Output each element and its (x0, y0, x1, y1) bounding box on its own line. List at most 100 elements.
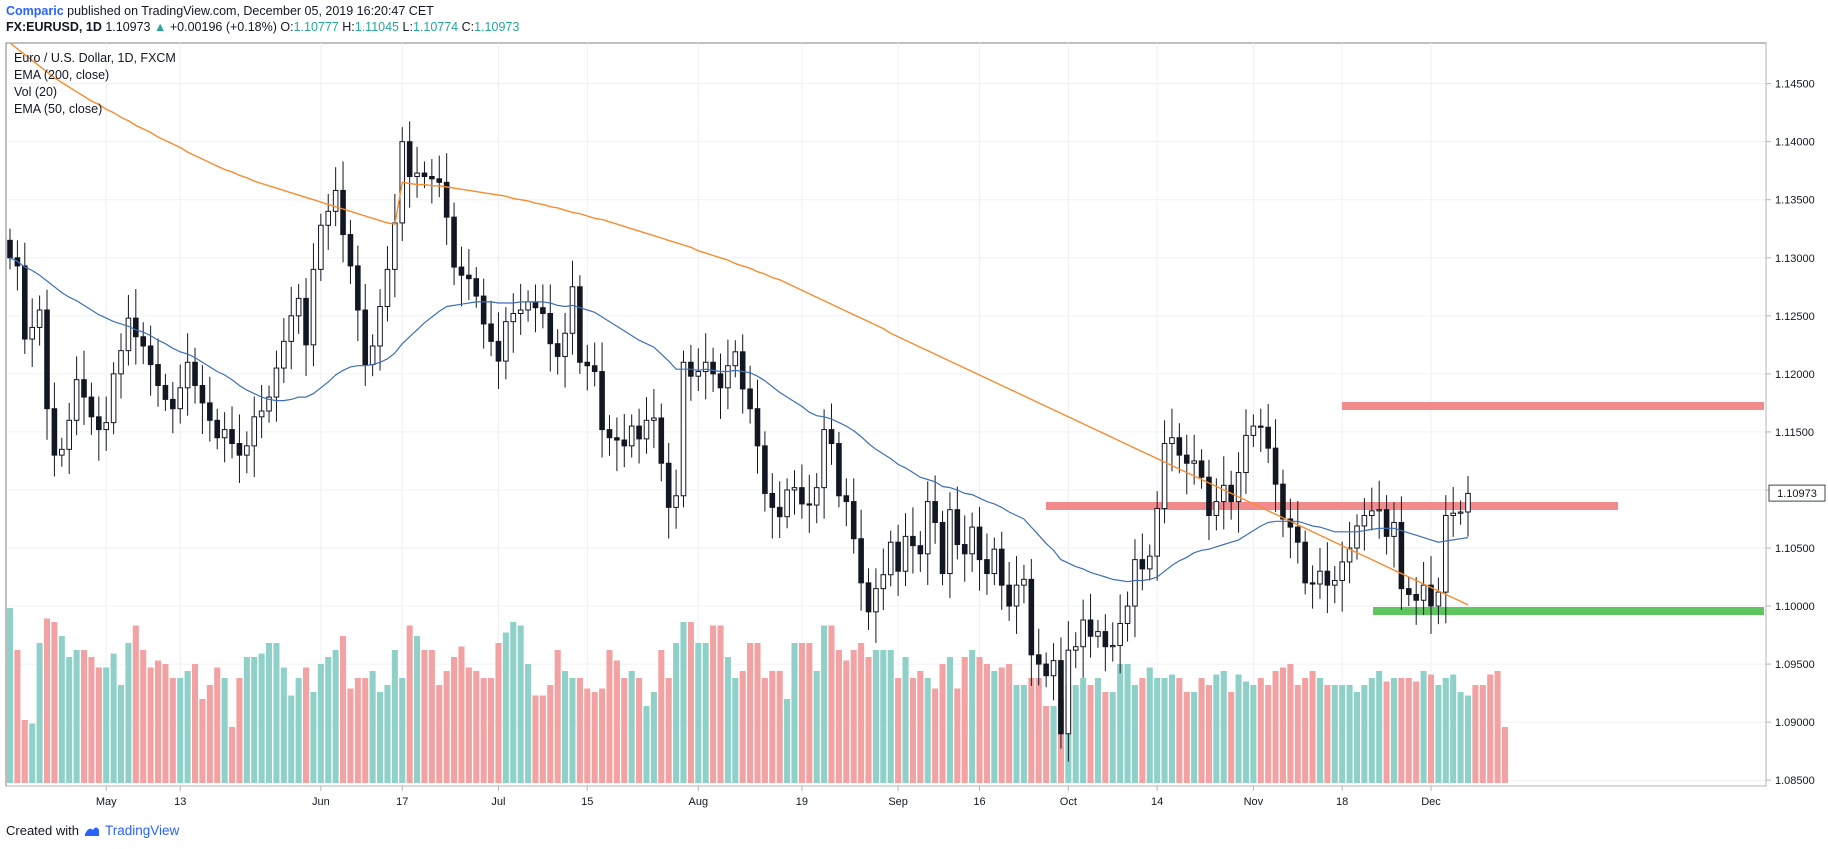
candle-up (947, 509, 953, 575)
volume-bar (495, 643, 502, 783)
candle-down (421, 172, 428, 178)
volume-bar (1050, 706, 1057, 783)
candle-down (762, 445, 768, 494)
candle-down (1043, 663, 1049, 677)
low-value: 1.10774 (412, 20, 459, 34)
volume-bar (488, 678, 495, 783)
volume-bar (1324, 685, 1331, 783)
volume-bar (1309, 671, 1316, 783)
volume-bar (717, 625, 724, 783)
candle-up (1354, 525, 1360, 549)
candle-down (1035, 654, 1042, 665)
volume-bar (650, 692, 657, 783)
volume-bar (599, 688, 606, 783)
volume-bar (1302, 678, 1309, 783)
candle-down (88, 396, 95, 418)
candle-up (887, 541, 894, 576)
candle-down (895, 541, 901, 572)
volume-bar (673, 643, 680, 783)
legend-ema50[interactable]: EMA (50, close) (14, 102, 103, 116)
candle-up (1450, 512, 1456, 517)
volume-bar (1442, 678, 1449, 783)
candle-down (769, 492, 776, 508)
candle-up (1132, 559, 1138, 607)
volume-bar (317, 664, 324, 783)
volume-bar (976, 657, 983, 783)
volume-bar (954, 688, 961, 783)
volume-bar (362, 678, 369, 783)
volume-bar (1205, 685, 1212, 783)
volume-bar (1020, 685, 1027, 783)
volume-bar (6, 608, 14, 783)
author-link[interactable]: Comparic (6, 4, 64, 18)
volume-bar (369, 671, 376, 783)
volume-bar (154, 660, 162, 783)
volume-bar (1131, 685, 1138, 783)
candle-up (332, 189, 339, 212)
candle-down (917, 545, 924, 555)
volume-bar (525, 664, 532, 783)
candle-down (140, 336, 147, 347)
volume-bar (273, 643, 280, 783)
candle-down (961, 544, 968, 555)
volume-bar (399, 678, 406, 783)
volume-bar (983, 664, 990, 783)
price-tick-label: 1.09000 (1775, 717, 1815, 729)
candle-down (1383, 509, 1390, 537)
candle-up (244, 445, 250, 456)
candle-up (1065, 649, 1072, 735)
volume-bar (310, 692, 317, 783)
candle-down (614, 437, 620, 441)
candle-up (1169, 437, 1175, 445)
candle-up (821, 429, 827, 489)
candle-down (155, 364, 161, 386)
volume-bar (1265, 685, 1272, 783)
volume-bar (754, 643, 761, 783)
candle-up (384, 268, 391, 308)
volume-bar (228, 727, 236, 783)
volume-bar (1383, 681, 1390, 783)
volume-bar (710, 625, 717, 783)
volume-bar (103, 667, 110, 783)
tradingview-brand-link[interactable]: TradingView (104, 823, 180, 838)
legend-volume[interactable]: Vol (20) (14, 85, 58, 99)
candle-down (799, 487, 805, 505)
support-zone[interactable] (1373, 607, 1764, 615)
candle-up (1317, 570, 1323, 585)
volume-bar (480, 678, 487, 783)
volume-bar (43, 618, 51, 783)
volume-bar (51, 622, 58, 783)
ema200-line (9, 42, 1469, 606)
volume-bar (73, 650, 80, 783)
candle-down (1302, 541, 1308, 584)
volume-bar (258, 653, 265, 783)
resistance-zone-middle[interactable] (1046, 502, 1618, 510)
legend-ema200[interactable]: EMA (200, close) (14, 68, 110, 82)
volume-bar (1272, 671, 1279, 783)
time-axis[interactable]: May 13 Jun 17 Jul 15 Aug 19 Sep 16 Oct 14 Nov 18 Dec (96, 786, 1441, 808)
candle-up (517, 309, 524, 314)
price-axis[interactable]: 1.14500 1.14000 1.13500 1.13000 1.12500 1.120… (1766, 79, 1815, 788)
candle-up (36, 309, 43, 328)
price-tick-label: 1.13500 (1775, 195, 1815, 207)
candle-down (436, 178, 443, 183)
candle-up (695, 371, 702, 377)
volume-bar (36, 643, 43, 783)
candle-up (791, 487, 798, 491)
resistance-zone-upper[interactable] (1342, 402, 1764, 410)
candle-up (177, 387, 184, 410)
volume-bar (850, 650, 857, 783)
candle-down (1324, 570, 1331, 586)
candle-up (1161, 443, 1168, 510)
candle-down (162, 384, 169, 400)
volume-bar (628, 671, 635, 783)
sr-zones (1046, 402, 1764, 615)
candle-down (406, 141, 413, 178)
volume-bar (665, 678, 672, 783)
price-tick-label: 1.12000 (1775, 369, 1815, 381)
candle-down (199, 384, 206, 404)
volume-bar (872, 650, 879, 783)
volume-bar (1353, 692, 1361, 783)
volume-bar (1124, 664, 1131, 783)
